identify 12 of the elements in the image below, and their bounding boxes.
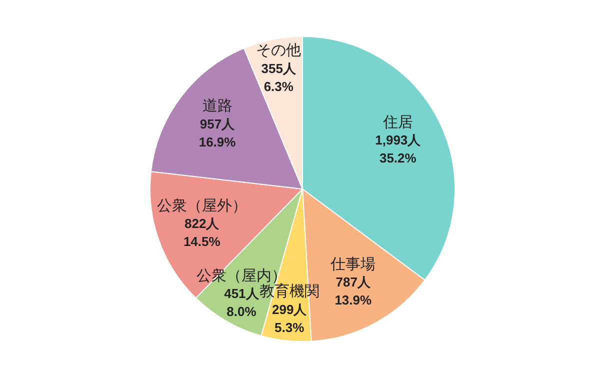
data-label: 1,993人 35.2% bbox=[375, 132, 422, 166]
data-label: 299人 5.3% bbox=[272, 302, 308, 335]
data-label: 451人 8.0% bbox=[224, 286, 260, 320]
slice-label: その他 bbox=[256, 41, 302, 60]
data-label: 957人 16.9% bbox=[198, 116, 236, 150]
data-label: 787人 13.9% bbox=[334, 274, 372, 308]
slice-label: 仕事場 bbox=[330, 254, 376, 273]
slice-label: 道路 bbox=[202, 96, 232, 115]
slice-label: 公衆（屋外） bbox=[156, 196, 247, 215]
slice-label: 住居 bbox=[382, 112, 413, 131]
data-label: 355人 6.3% bbox=[261, 60, 297, 94]
data-label: 822人 14.5% bbox=[183, 216, 221, 250]
